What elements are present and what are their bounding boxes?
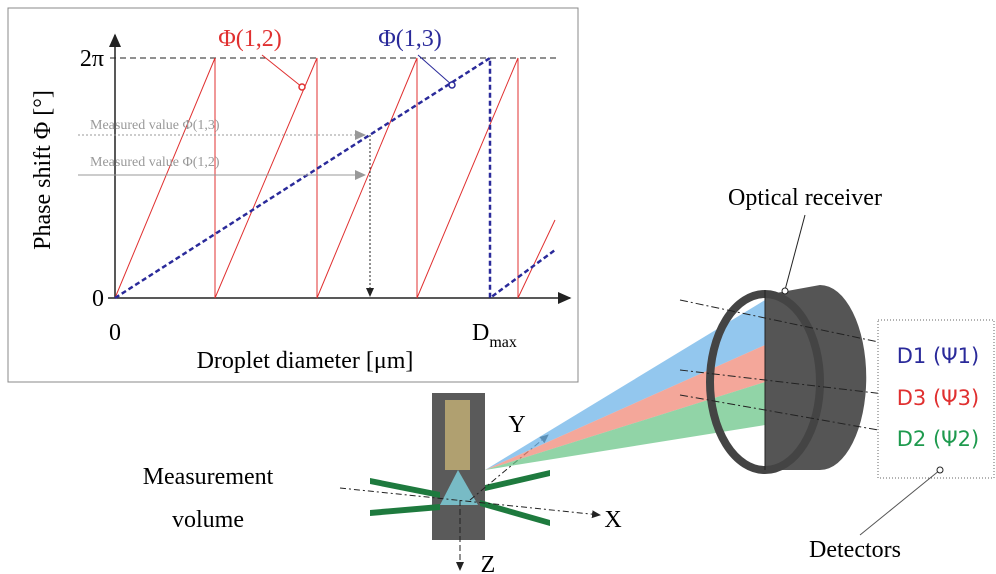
beam-bar	[485, 470, 550, 491]
receiver-label: Optical receiver	[728, 185, 882, 211]
dmax-base: D	[472, 320, 489, 346]
marker	[782, 288, 788, 294]
volume-label: volume	[172, 507, 244, 533]
measured13-label: Measured value Φ(1,3)	[90, 118, 220, 133]
axis-x-label: X	[604, 507, 621, 533]
beam-bar	[370, 504, 440, 516]
y-top-label: 2π	[80, 46, 104, 72]
dmax-sub: max	[489, 334, 517, 351]
photo-detail	[445, 400, 470, 470]
phi13-label: Φ(1,3)	[378, 26, 442, 52]
d3-label: D3 (Ψ3)	[897, 386, 979, 410]
measured12-label: Measured value Φ(1,2)	[90, 155, 220, 170]
axis-y-label: Y	[508, 412, 525, 438]
d2-label: D2 (Ψ2)	[897, 427, 979, 451]
x-zero-label: 0	[109, 320, 121, 346]
y-zero-label: 0	[92, 286, 104, 312]
axis-z-label: Z	[481, 552, 496, 574]
marker	[299, 84, 305, 90]
diagram: Φ(1,2) Φ(1,3) 2π 0 Phase shift Φ [°] Mea…	[0, 0, 996, 574]
leader	[860, 470, 940, 535]
receiver-body	[765, 285, 866, 470]
y-axis-label: Phase shift Φ [°]	[30, 90, 56, 250]
marker	[449, 82, 455, 88]
plot: Φ(1,2) Φ(1,3) 2π 0 Phase shift Φ [°] Mea…	[8, 8, 578, 382]
detectors-label: Detectors	[809, 537, 901, 563]
d1-label: D1 (Ψ1)	[897, 344, 979, 368]
leader	[785, 215, 805, 290]
volume-label: Measurement	[143, 464, 274, 490]
beam-bar	[480, 500, 550, 526]
phi12-label: Φ(1,2)	[218, 26, 282, 52]
x-axis-label: Droplet diameter [μm]	[197, 348, 414, 374]
marker	[937, 467, 943, 473]
